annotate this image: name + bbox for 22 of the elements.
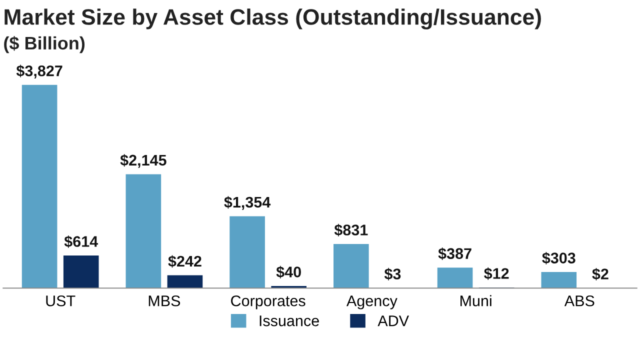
data-label: $2 <box>592 268 608 280</box>
legend-label: Issuance <box>260 316 319 326</box>
x-tick-label: ABS <box>564 295 594 306</box>
data-label: $2,145 <box>120 154 166 168</box>
data-label: $3,827 <box>16 64 62 78</box>
legend-label: ADV <box>378 316 409 326</box>
chart-title: Market Size by Asset Class (Outstanding/Issuance) <box>4 8 541 30</box>
data-label: $1,354 <box>224 196 271 210</box>
data-label: $831 <box>334 224 368 236</box>
data-label: $242 <box>168 255 202 268</box>
data-label: $40 <box>276 266 301 278</box>
data-label: $303 <box>542 252 576 264</box>
x-tick-label: UST <box>46 295 76 306</box>
x-tick-label: Muni <box>460 295 492 306</box>
x-tick-label: Agency <box>346 296 398 310</box>
chart-subtitle: ($ Billion) <box>4 36 85 54</box>
data-label: $614 <box>64 235 98 248</box>
data-label: $387 <box>438 248 472 260</box>
data-label: $3 <box>384 268 401 280</box>
x-tick-label: MBS <box>148 295 180 306</box>
x-tick-label: Corporates <box>231 295 306 310</box>
data-label: $12 <box>484 267 509 280</box>
